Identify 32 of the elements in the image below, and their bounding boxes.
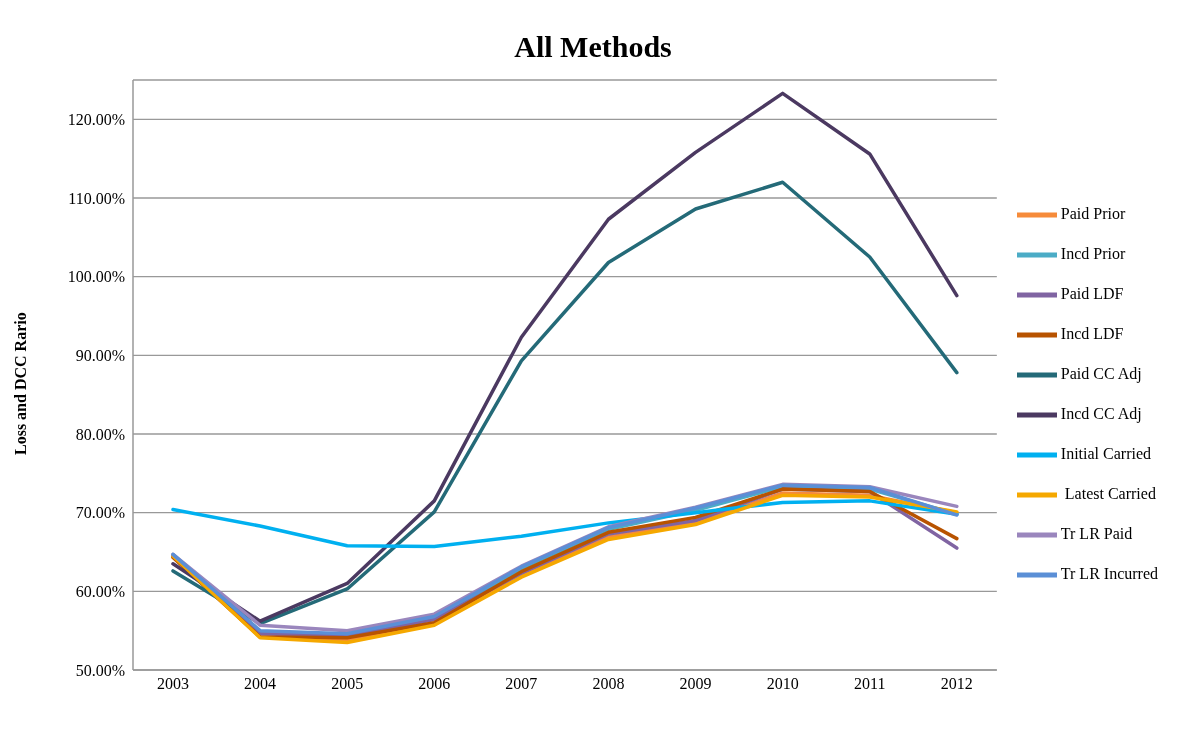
x-tick-label: 2007: [505, 675, 538, 693]
legend-label: Incd CC Adj: [1060, 404, 1142, 422]
x-tick-label: 2004: [244, 675, 277, 693]
legend-label: Latest Carried: [1063, 484, 1156, 502]
x-tick-label: 2010: [766, 675, 799, 693]
y-tick-label: 50.00%: [75, 661, 125, 679]
y-axis-title: Loss and DCC Rario: [11, 312, 29, 455]
chart-title: All Methods: [513, 29, 673, 65]
legend-label: Paid CC Adj: [1060, 364, 1142, 382]
y-tick-label: 80.00%: [75, 425, 125, 443]
legend-label: Initial Carried: [1060, 444, 1152, 462]
y-tick-label: 110.00%: [68, 189, 125, 207]
x-tick-label: 2009: [679, 675, 712, 693]
legend-label: Tr LR Paid: [1060, 524, 1133, 542]
legend-label: Paid LDF: [1060, 284, 1124, 302]
y-tick-label: 90.00%: [75, 347, 125, 365]
x-tick-label: 2008: [592, 675, 625, 693]
legend-label: Incd LDF: [1060, 324, 1124, 342]
line-series: [171, 91, 959, 623]
x-tick-label: 2011: [854, 675, 886, 693]
y-tick-label: 60.00%: [75, 583, 125, 601]
legend-label: Incd Prior: [1060, 244, 1126, 262]
x-tick-label: 2006: [418, 675, 451, 693]
y-tick-label: 120.00%: [67, 111, 125, 129]
y-tick-label: 70.00%: [75, 504, 125, 522]
legend-label: Tr LR Incurred: [1060, 564, 1158, 582]
x-tick-label: 2003: [157, 675, 189, 693]
legend-label: Paid Prior: [1060, 204, 1126, 222]
x-tick-label: 2012: [940, 675, 973, 693]
line-series: [171, 180, 959, 626]
x-tick-label: 2005: [331, 675, 364, 693]
y-tick-label: 100.00%: [67, 268, 125, 286]
